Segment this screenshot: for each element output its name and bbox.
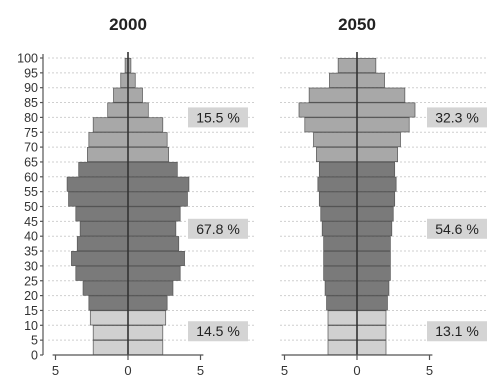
y-tick-label: 60 [24, 170, 38, 184]
share-label: 13.1 % [435, 323, 479, 339]
share-label: 32.3 % [435, 109, 479, 125]
x-tick-label: 5 [426, 363, 433, 378]
share-box [188, 321, 248, 342]
share-label: 67.8 % [196, 221, 240, 237]
x-tick-label: 0 [353, 363, 360, 378]
y-tick-label: 40 [24, 230, 38, 244]
chart-title-2000: 2000 [109, 15, 147, 34]
share-label: 14.5 % [196, 323, 240, 339]
y-tick-label: 65 [24, 155, 38, 169]
y-tick-label: 90 [24, 81, 38, 95]
y-tick-label: 25 [24, 274, 38, 288]
y-tick-label: 100 [17, 52, 38, 66]
x-tick-label: 0 [124, 363, 131, 378]
y-tick-label: 70 [24, 141, 38, 155]
share-box [427, 321, 487, 342]
y-tick-label: 5 [31, 334, 38, 348]
y-tick-label: 15 [24, 304, 38, 318]
y-tick-label: 20 [24, 289, 38, 303]
y-tick-label: 0 [31, 349, 38, 363]
share-box [188, 107, 248, 128]
chart-title-2050: 2050 [338, 15, 376, 34]
x-tick-label: 5 [281, 363, 288, 378]
x-tick-label: 5 [197, 363, 204, 378]
y-tick-label: 95 [24, 66, 38, 80]
y-tick-label: 55 [24, 185, 38, 199]
y-tick-label: 85 [24, 96, 38, 110]
pyramid-2000: 2000 5 0 505101520253035404550556065707580… [17, 15, 256, 378]
share-box [188, 218, 248, 239]
y-tick-label: 30 [24, 259, 38, 273]
y-tick-label: 50 [24, 200, 38, 214]
y-tick-label: 80 [24, 111, 38, 125]
y-tick-label: 45 [24, 215, 38, 229]
share-label: 54.6 % [435, 221, 479, 237]
share-box [427, 107, 487, 128]
pyramid-2050: 2050 5 0 5 13.1 % 54.6 % 32.3 % [280, 15, 487, 378]
share-label: 15.5 % [196, 109, 240, 125]
y-tick-label: 35 [24, 245, 38, 259]
x-tick-label: 5 [52, 363, 59, 378]
y-tick-label: 75 [24, 126, 38, 140]
share-box [427, 218, 487, 239]
y-tick-label: 10 [24, 319, 38, 333]
